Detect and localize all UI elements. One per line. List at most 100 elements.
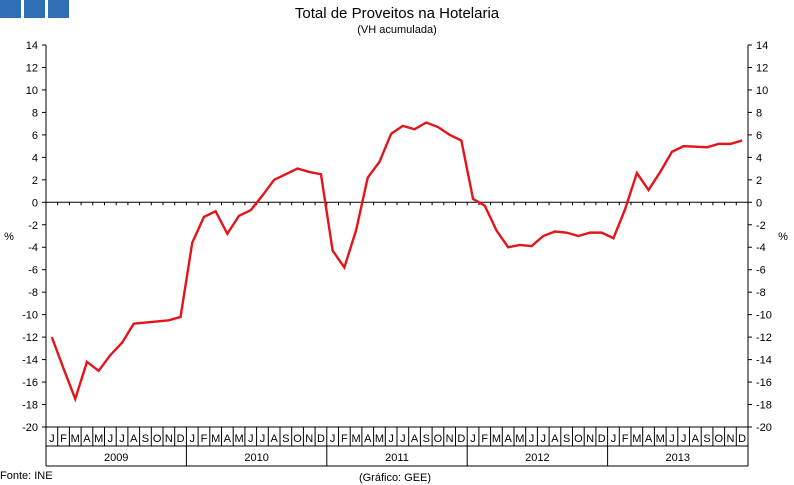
- x-month-label: J: [330, 433, 336, 445]
- y-tick-label-right: -6: [756, 265, 766, 277]
- x-month-label: J: [388, 433, 394, 445]
- x-month-label: M: [375, 433, 384, 445]
- logo-square-2: [24, 0, 45, 18]
- x-month-label: M: [492, 433, 501, 445]
- x-month-label: J: [108, 433, 114, 445]
- x-month-label: D: [317, 433, 325, 445]
- x-month-label: J: [541, 433, 547, 445]
- footer-credit: (Gráfico: GEE): [359, 472, 431, 484]
- x-month-label: S: [423, 433, 430, 445]
- x-month-label: J: [400, 433, 406, 445]
- logo-square-3: [48, 0, 69, 18]
- y-tick-label-right: 6: [756, 130, 762, 142]
- y-axis-label-left: %: [4, 231, 14, 243]
- x-month-label: D: [457, 433, 465, 445]
- y-tick-label-right: 0: [756, 197, 762, 209]
- y-tick-label-left: 0: [32, 197, 38, 209]
- y-tick-label-left: -12: [22, 332, 38, 344]
- x-month-label: O: [434, 433, 443, 445]
- x-month-label: A: [364, 433, 372, 445]
- x-month-label: A: [270, 433, 278, 445]
- x-month-label: N: [726, 433, 734, 445]
- y-tick-label-right: 14: [756, 40, 768, 52]
- y-tick-label-left: -4: [28, 242, 38, 254]
- series-line-1: [50, 121, 743, 403]
- x-month-label: F: [201, 433, 208, 445]
- chart-subtitle: (VH acumulada): [357, 24, 436, 36]
- x-month-label: A: [645, 433, 653, 445]
- x-month-label: F: [341, 433, 348, 445]
- x-month-label: F: [60, 433, 67, 445]
- x-month-label: D: [177, 433, 185, 445]
- x-month-label: S: [703, 433, 710, 445]
- x-month-label: M: [234, 433, 243, 445]
- x-month-label: A: [130, 433, 138, 445]
- x-month-label: F: [481, 433, 488, 445]
- y-tick-label-right: 4: [756, 152, 762, 164]
- y-tick-label-right: 12: [756, 62, 768, 74]
- y-tick-label-left: 12: [26, 62, 38, 74]
- y-tick-label-left: 10: [26, 85, 38, 97]
- y-tick-label-right: 2: [756, 175, 762, 187]
- y-tick-label-left: 14: [26, 40, 38, 52]
- x-month-label: N: [586, 433, 594, 445]
- x-year-label: 2010: [244, 452, 268, 464]
- x-year-label: 2012: [525, 452, 549, 464]
- y-tick-label-left: -16: [22, 377, 38, 389]
- x-month-label: J: [190, 433, 196, 445]
- x-month-label: S: [142, 433, 149, 445]
- y-tick-label-right: -12: [756, 332, 772, 344]
- x-month-label: O: [153, 433, 162, 445]
- x-month-label: A: [504, 433, 512, 445]
- x-month-label: A: [551, 433, 559, 445]
- x-year-label: 2011: [385, 452, 409, 464]
- y-tick-label-right: 10: [756, 85, 768, 97]
- y-tick-label-right: -4: [756, 242, 766, 254]
- x-month-label: J: [119, 433, 125, 445]
- x-month-label: A: [83, 433, 91, 445]
- y-tick-label-right: -8: [756, 287, 766, 299]
- footer-source: Fonte: INE: [0, 470, 53, 482]
- x-month-label: A: [692, 433, 700, 445]
- x-month-label: M: [94, 433, 103, 445]
- x-month-label: N: [446, 433, 454, 445]
- x-month-label: S: [282, 433, 289, 445]
- x-month-label: J: [49, 433, 55, 445]
- y-tick-label-right: -2: [756, 220, 766, 232]
- x-month-label: O: [574, 433, 583, 445]
- x-month-label: A: [411, 433, 419, 445]
- y-tick-label-left: -2: [28, 220, 38, 232]
- y-tick-label-left: 6: [32, 130, 38, 142]
- x-month-label: D: [738, 433, 746, 445]
- y-tick-label-left: -14: [22, 355, 38, 367]
- x-month-label: J: [611, 433, 617, 445]
- y-tick-label-right: -14: [756, 355, 772, 367]
- x-month-label: O: [714, 433, 723, 445]
- x-month-label: J: [248, 433, 254, 445]
- x-month-label: M: [515, 433, 524, 445]
- x-month-label: O: [293, 433, 302, 445]
- y-tick-label-right: -20: [756, 422, 772, 434]
- y-tick-label-left: -6: [28, 265, 38, 277]
- x-month-label: N: [165, 433, 173, 445]
- y-tick-label-right: -10: [756, 310, 772, 322]
- x-month-label: D: [598, 433, 606, 445]
- y-tick-label-right: -18: [756, 400, 772, 412]
- y-tick-label-right: 8: [756, 107, 762, 119]
- x-year-label: 2013: [666, 452, 690, 464]
- x-month-label: A: [224, 433, 232, 445]
- logo-square-1: [0, 0, 21, 18]
- chart-title: Total de Proveitos na Hotelaria: [295, 5, 500, 22]
- x-month-label: M: [71, 433, 80, 445]
- x-month-label: M: [211, 433, 220, 445]
- y-tick-label-left: -8: [28, 287, 38, 299]
- y-tick-label-left: -20: [22, 422, 38, 434]
- y-tick-label-left: 8: [32, 107, 38, 119]
- y-tick-label-left: 4: [32, 152, 38, 164]
- x-month-label: S: [563, 433, 570, 445]
- y-axis-label-right: %: [778, 231, 788, 243]
- y-tick-label-left: -18: [22, 400, 38, 412]
- x-month-label: J: [669, 433, 675, 445]
- x-month-label: F: [622, 433, 629, 445]
